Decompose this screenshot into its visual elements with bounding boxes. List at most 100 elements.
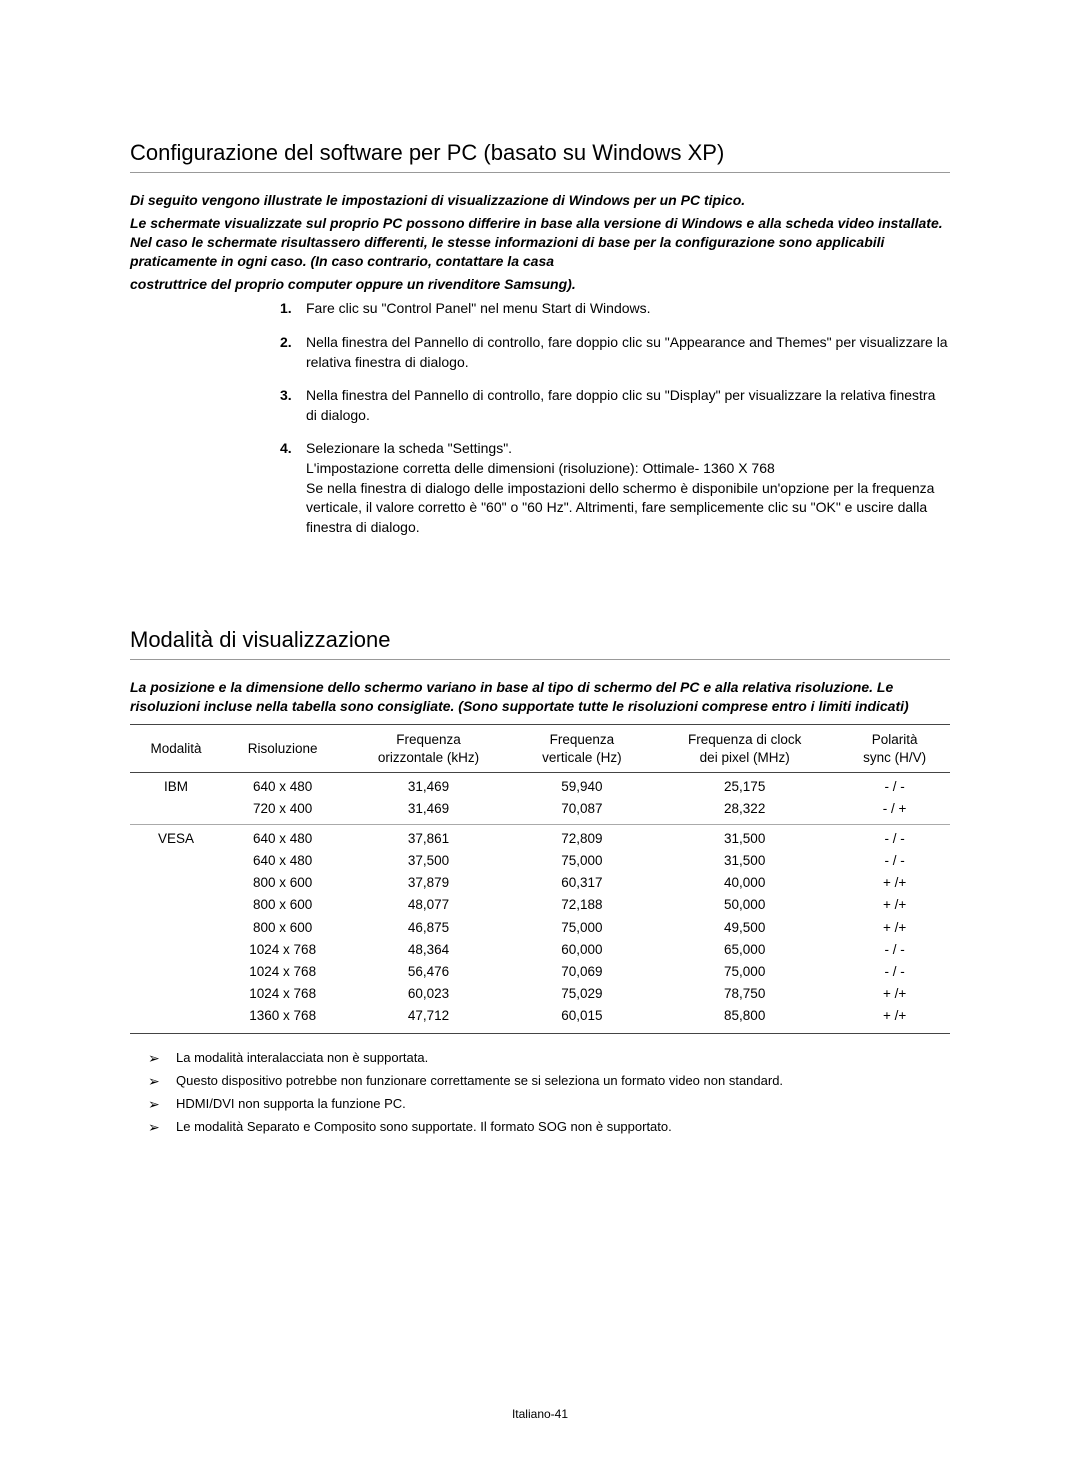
cell: 49,500 <box>650 917 839 939</box>
cell: - / - <box>839 939 950 961</box>
cell: 70,069 <box>514 961 650 983</box>
cell: 640 x 480 <box>222 850 343 872</box>
cell: 60,023 <box>343 983 513 1005</box>
table-row: 1024 x 76856,47670,06975,000- / - <box>130 961 950 983</box>
note-item: ➢ Questo dispositivo potrebbe non funzio… <box>148 1071 950 1092</box>
cell: + /+ <box>839 1005 950 1033</box>
section2-title: Modalità di visualizzazione <box>130 627 950 660</box>
cell: 800 x 600 <box>222 872 343 894</box>
col-vfreq: Frequenza verticale (Hz) <box>514 725 650 773</box>
table-row: 800 x 60037,87960,31740,000+ /+ <box>130 872 950 894</box>
step-text: Nella finestra del Pannello di controllo… <box>306 333 950 372</box>
cell: 85,800 <box>650 1005 839 1033</box>
cell-mode <box>130 961 222 983</box>
step-num: 2. <box>280 333 306 372</box>
table-row: 1024 x 76860,02375,02978,750+ /+ <box>130 983 950 1005</box>
cell: 56,476 <box>343 961 513 983</box>
cell-mode: IBM <box>130 773 222 799</box>
cell: 75,000 <box>650 961 839 983</box>
cell: 65,000 <box>650 939 839 961</box>
cell: + /+ <box>839 983 950 1005</box>
col-mode: Modalità <box>130 725 222 773</box>
cell-mode: VESA <box>130 824 222 850</box>
note-item: ➢ HDMI/DVI non supporta la funzione PC. <box>148 1094 950 1115</box>
cell: 70,087 <box>514 798 650 824</box>
steps-list: 1. Fare clic su "Control Panel" nel menu… <box>280 299 950 537</box>
cell: 37,879 <box>343 872 513 894</box>
cell: 1024 x 768 <box>222 961 343 983</box>
cell-mode <box>130 917 222 939</box>
cell: 72,188 <box>514 894 650 916</box>
table-row: 1024 x 76848,36460,00065,000- / - <box>130 939 950 961</box>
cell: 47,712 <box>343 1005 513 1033</box>
notes-list: ➢ La modalità interalacciata non è suppo… <box>148 1048 950 1138</box>
cell: + /+ <box>839 917 950 939</box>
cell-mode <box>130 872 222 894</box>
section1-intro-line3: costruttrice del proprio computer oppure… <box>130 275 950 294</box>
step-3: 3. Nella finestra del Pannello di contro… <box>280 386 950 425</box>
arrow-icon: ➢ <box>148 1071 176 1092</box>
cell-mode <box>130 939 222 961</box>
note-text: Le modalità Separato e Composito sono su… <box>176 1117 672 1138</box>
cell: 1024 x 768 <box>222 939 343 961</box>
cell: - / + <box>839 798 950 824</box>
cell: 720 x 400 <box>222 798 343 824</box>
step-num: 4. <box>280 439 306 537</box>
step-text: Fare clic su "Control Panel" nel menu St… <box>306 299 950 319</box>
page-footer: Italiano-41 <box>0 1407 1080 1421</box>
cell-mode <box>130 798 222 824</box>
step-4: 4. Selezionare la scheda "Settings". L'i… <box>280 439 950 537</box>
note-text: La modalità interalacciata non è support… <box>176 1048 428 1069</box>
cell: 800 x 600 <box>222 894 343 916</box>
cell: 60,015 <box>514 1005 650 1033</box>
cell: 78,750 <box>650 983 839 1005</box>
note-item: ➢ La modalità interalacciata non è suppo… <box>148 1048 950 1069</box>
cell: 31,469 <box>343 798 513 824</box>
table-row: 800 x 60048,07772,18850,000+ /+ <box>130 894 950 916</box>
cell: 1024 x 768 <box>222 983 343 1005</box>
cell-mode <box>130 850 222 872</box>
table-row: IBM640 x 48031,46959,94025,175- / - <box>130 773 950 799</box>
cell: 800 x 600 <box>222 917 343 939</box>
cell: + /+ <box>839 894 950 916</box>
step-text: Selezionare la scheda "Settings". L'impo… <box>306 439 950 537</box>
cell: 1360 x 768 <box>222 1005 343 1033</box>
cell: - / - <box>839 850 950 872</box>
step-1: 1. Fare clic su "Control Panel" nel menu… <box>280 299 950 319</box>
cell: 75,000 <box>514 917 650 939</box>
cell: - / - <box>839 773 950 799</box>
cell-mode <box>130 983 222 1005</box>
cell: 640 x 480 <box>222 824 343 850</box>
cell: 40,000 <box>650 872 839 894</box>
col-pixelclock: Frequenza di clock dei pixel (MHz) <box>650 725 839 773</box>
cell: 75,000 <box>514 850 650 872</box>
col-polarity: Polarità sync (H/V) <box>839 725 950 773</box>
step-num: 1. <box>280 299 306 319</box>
table-row: 1360 x 76847,71260,01585,800+ /+ <box>130 1005 950 1033</box>
arrow-icon: ➢ <box>148 1048 176 1069</box>
table-row: VESA640 x 48037,86172,80931,500- / - <box>130 824 950 850</box>
cell: - / - <box>839 961 950 983</box>
note-text: HDMI/DVI non supporta la funzione PC. <box>176 1094 406 1115</box>
cell: 640 x 480 <box>222 773 343 799</box>
cell: 37,500 <box>343 850 513 872</box>
note-item: ➢ Le modalità Separato e Composito sono … <box>148 1117 950 1138</box>
section-config: Configurazione del software per PC (basa… <box>130 140 950 537</box>
cell: 75,029 <box>514 983 650 1005</box>
cell-mode <box>130 1005 222 1033</box>
cell: 25,175 <box>650 773 839 799</box>
cell: 50,000 <box>650 894 839 916</box>
cell-mode <box>130 894 222 916</box>
cell: 59,940 <box>514 773 650 799</box>
cell: 60,317 <box>514 872 650 894</box>
arrow-icon: ➢ <box>148 1117 176 1138</box>
cell: 60,000 <box>514 939 650 961</box>
cell: 31,469 <box>343 773 513 799</box>
cell: 46,875 <box>343 917 513 939</box>
section1-title: Configurazione del software per PC (basa… <box>130 140 950 173</box>
cell: 48,364 <box>343 939 513 961</box>
table-row: 800 x 60046,87575,00049,500+ /+ <box>130 917 950 939</box>
col-resolution: Risoluzione <box>222 725 343 773</box>
step-text: Nella finestra del Pannello di controllo… <box>306 386 950 425</box>
step-num: 3. <box>280 386 306 425</box>
